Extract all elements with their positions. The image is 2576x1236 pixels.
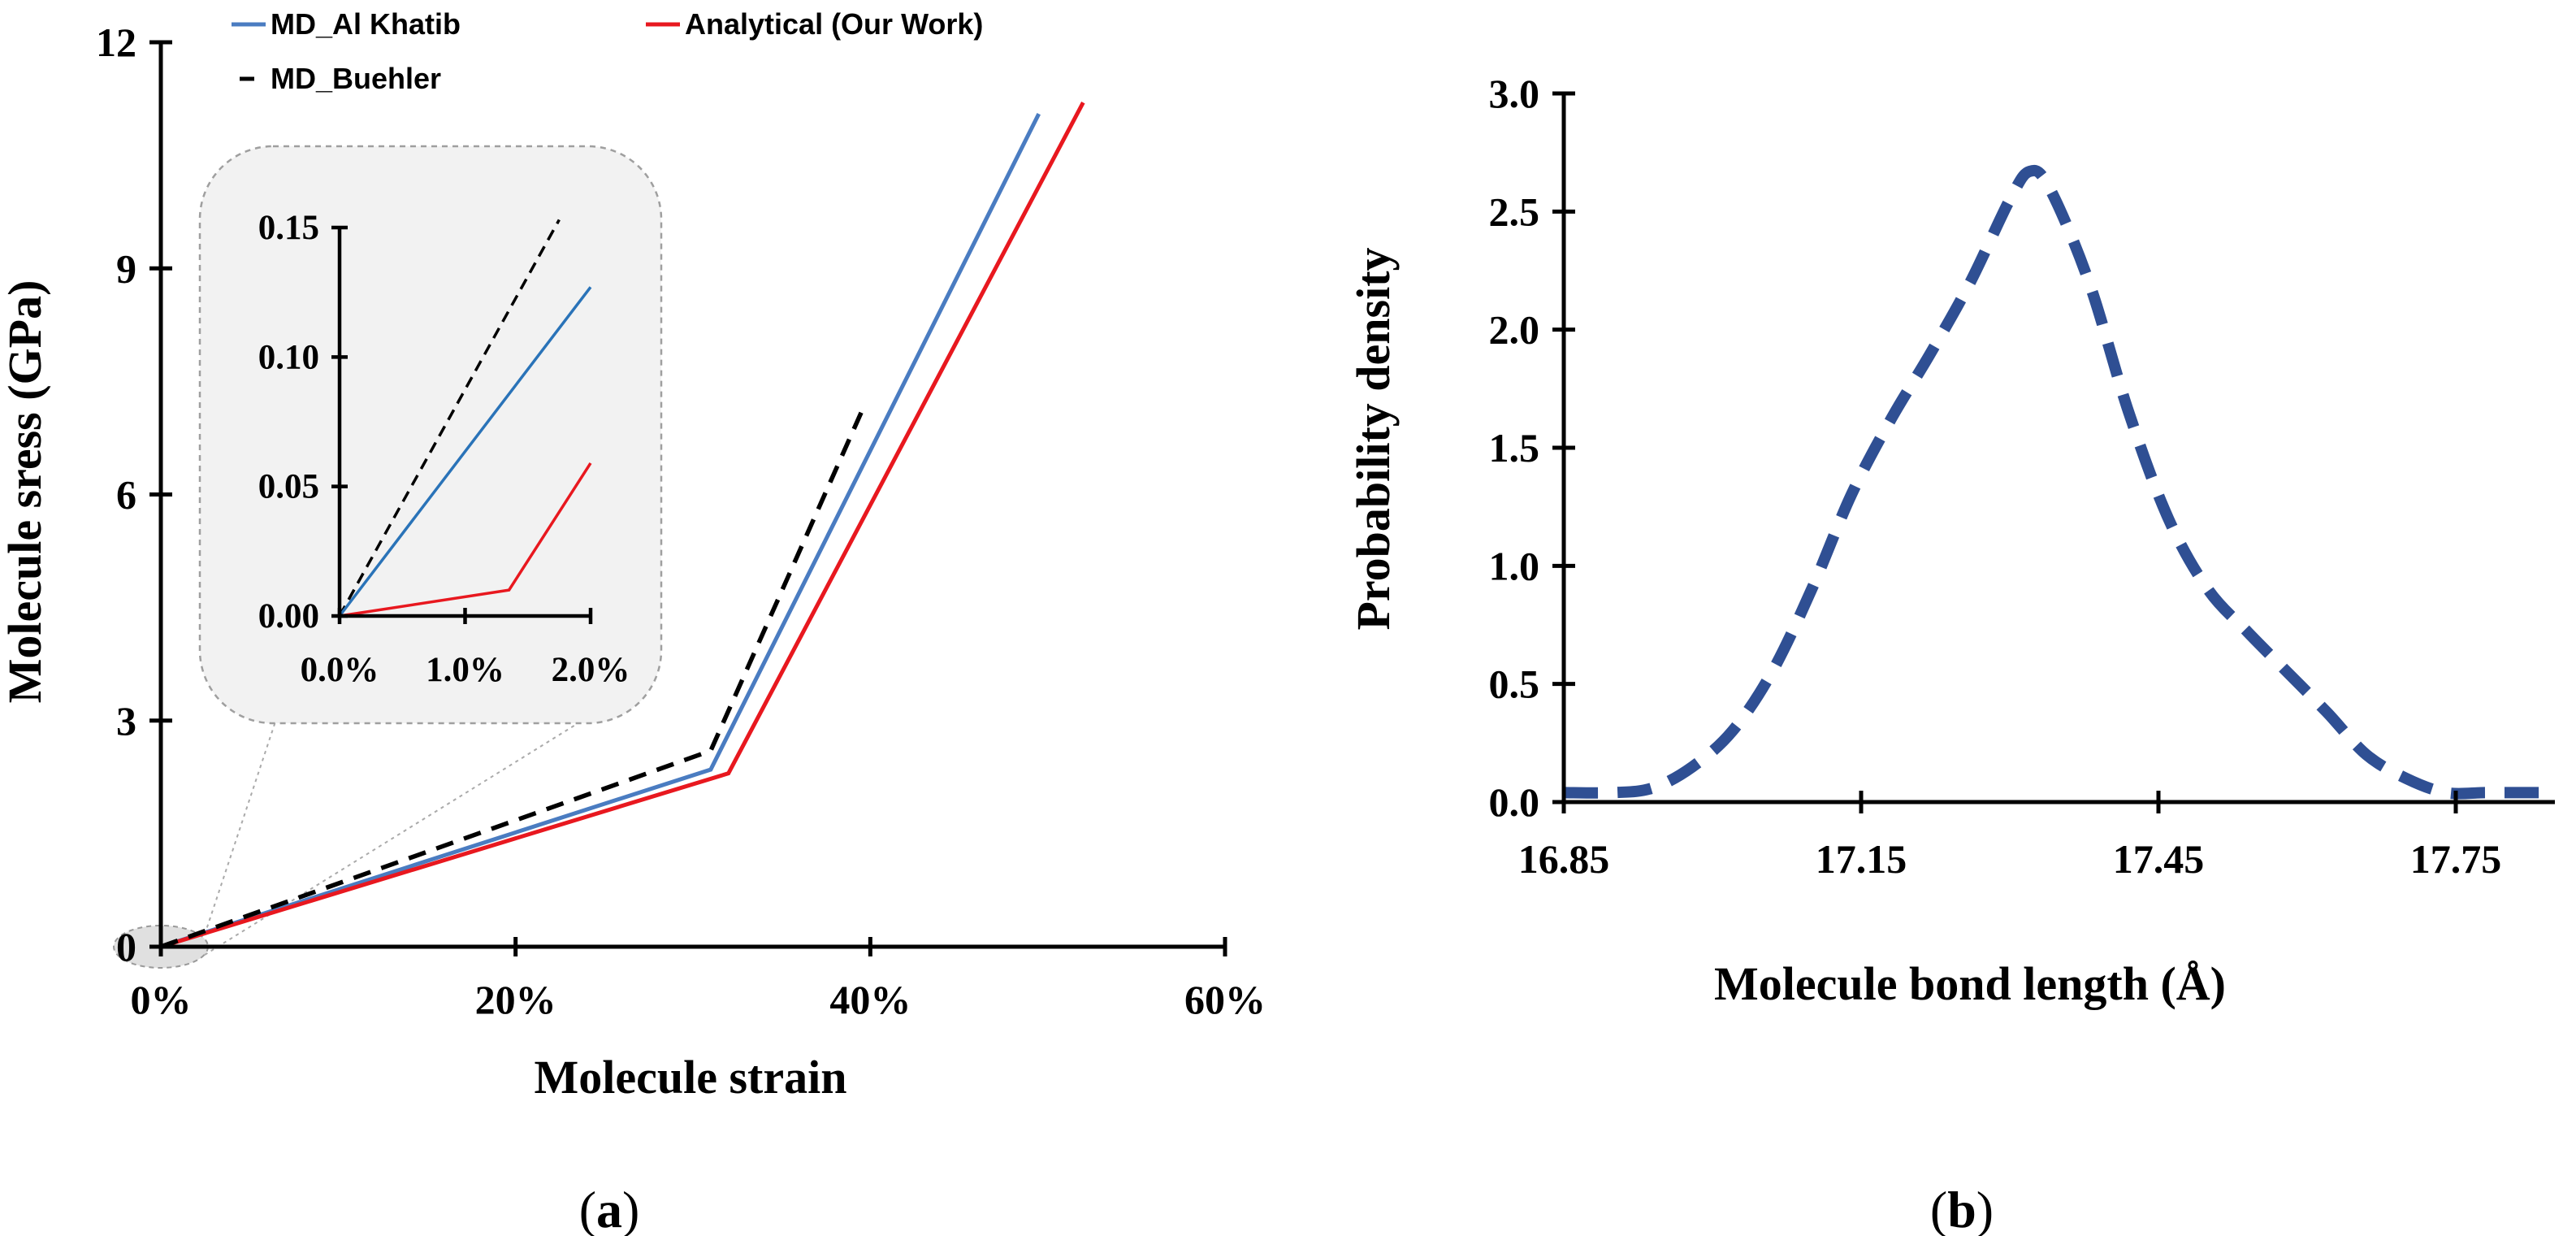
- inset-series-line-md-al-khatib: [338, 286, 592, 618]
- y-tick-label-b: 0.0: [1489, 779, 1540, 825]
- inset-series-line-analytical-our-work: [339, 462, 592, 618]
- legend-a: MD_Al Khatib Analytical (Our Work) MD_Bueh…: [232, 7, 983, 95]
- x-axis-title-b: Molecule bond length (Å): [1714, 957, 2226, 1010]
- legend-label: MD_Buehler: [271, 62, 441, 95]
- inset-x-tick-label: 2.0%: [552, 651, 630, 689]
- panel-label-a: (a): [579, 1181, 640, 1236]
- x-tick-label-b: 17.15: [1816, 836, 1907, 882]
- x-tick-label-a: 60%: [1184, 977, 1266, 1022]
- axes-a: 0% 20% 40% 60% 0 3 6 9 12: [96, 20, 1266, 1022]
- x-tick-label-a: 20%: [475, 977, 556, 1022]
- inset-y-tick-label: 0.05: [258, 468, 319, 506]
- x-axis-title-a: Molecule strain: [535, 1051, 847, 1104]
- y-tick-label-b: 1.0: [1489, 543, 1540, 588]
- x-tick-label-a: 0%: [131, 977, 192, 1022]
- inset-axes: 0.0% 1.0% 2.0% 0.00 0.05 0.10 0.15: [258, 209, 630, 689]
- chart-b: 16.85 17.15 17.45 17.75 0.0 0.5 1.0 1.5 2.0 2.5 3.…: [1347, 71, 2555, 1236]
- inset-y-tick-label: 0.00: [258, 597, 319, 635]
- panel-label-b: (b): [1930, 1181, 1994, 1236]
- inset-series: [338, 219, 592, 618]
- inset-y-tick-label: 0.15: [258, 209, 319, 247]
- series-line-md-buehler: [160, 403, 868, 949]
- inset-series-line-md-buehler: [338, 219, 561, 617]
- y-tick-label-b: 1.5: [1489, 425, 1540, 471]
- y-tick-label-a: 3: [116, 698, 136, 744]
- y-axis-title-a: Molecule sress (GPa): [0, 280, 51, 704]
- y-tick-label-a: 12: [96, 20, 136, 65]
- inset-box: [198, 145, 663, 725]
- inset-x-tick-label: 1.0%: [426, 651, 504, 689]
- series-b: [1563, 164, 2555, 800]
- x-tick-label-b: 17.75: [2410, 836, 2502, 882]
- y-tick-label-b: 0.5: [1489, 661, 1540, 707]
- y-axis-title-b: Probability density: [1347, 247, 1400, 630]
- density-curve: [1563, 164, 2555, 800]
- chart-a: 0.0% 1.0% 2.0% 0.00 0.05 0.10 0.15 0% 20% 40% 60%…: [0, 7, 1266, 1236]
- y-tick-label-b: 2.5: [1489, 189, 1540, 234]
- series-a: [160, 102, 1085, 949]
- x-tick-label-b: 17.45: [2113, 836, 2205, 882]
- y-tick-label-a: 9: [116, 245, 136, 291]
- y-tick-label-b: 3.0: [1489, 71, 1540, 116]
- series-line-md-al-khatib: [160, 112, 1041, 949]
- y-tick-label-a: 6: [116, 472, 136, 518]
- series-line-analytical-our-work: [160, 102, 1085, 949]
- inset-connector-top: [204, 706, 281, 935]
- x-tick-label-b: 16.85: [1518, 836, 1610, 882]
- y-tick-label-b: 2.0: [1489, 307, 1540, 353]
- inset-x-tick-label: 0.0%: [301, 651, 379, 689]
- legend-label: Analytical (Our Work): [685, 7, 983, 41]
- x-tick-label-a: 40%: [829, 977, 911, 1022]
- inset-y-tick-label: 0.10: [258, 338, 319, 376]
- legend-label: MD_Al Khatib: [271, 7, 461, 41]
- axes-b: 16.85 17.15 17.45 17.75 0.0 0.5 1.0 1.5 2.0 2.5 3.…: [1489, 71, 2555, 882]
- y-tick-label-a: 0: [116, 924, 136, 969]
